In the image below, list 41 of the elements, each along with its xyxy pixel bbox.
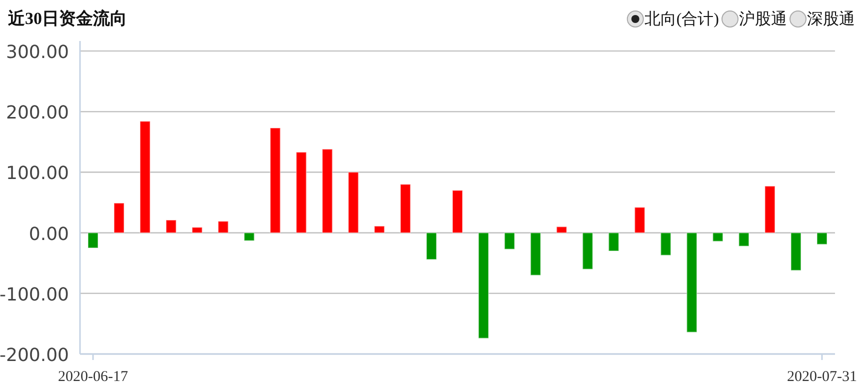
bar [738,232,750,247]
bar [478,232,490,339]
bar [322,148,333,234]
bar [400,184,411,234]
y-tick-label: 100.00 [6,163,69,184]
bar [244,232,255,242]
x-tick-label: 2020-06-17 [58,369,129,385]
bar [374,226,385,234]
bar [816,232,828,245]
bar [556,226,568,234]
bar [192,226,203,234]
radio-control: 沪股通 [722,10,787,28]
bar [452,190,463,234]
bar [114,202,125,234]
bar [764,186,776,234]
bar [634,206,646,234]
radio-control: 深股通 [790,10,855,28]
bar [426,232,437,260]
bar [88,232,99,248]
bar [686,232,698,333]
bar [166,220,177,234]
bar [348,172,359,234]
bar [660,232,672,256]
y-tick-label: 0.00 [28,224,69,245]
bar [582,232,594,270]
title: 近30日资金流向 [8,9,127,28]
bar [296,152,307,234]
bar [218,220,229,234]
bar [608,232,620,252]
y-tick-label: 200.00 [6,102,69,124]
bar [790,232,802,271]
bar [270,127,281,234]
bar [712,232,724,242]
radio-control: 北向(合计) [626,10,719,28]
bar [140,120,151,234]
bar [504,232,516,250]
y-tick-label: -200.00 [0,345,69,366]
x-tick-label: 2020-07-31 [786,369,857,385]
y-tick-label: 300.00 [6,42,69,63]
y-tick-label: -100.00 [0,284,69,306]
bar [530,232,542,276]
